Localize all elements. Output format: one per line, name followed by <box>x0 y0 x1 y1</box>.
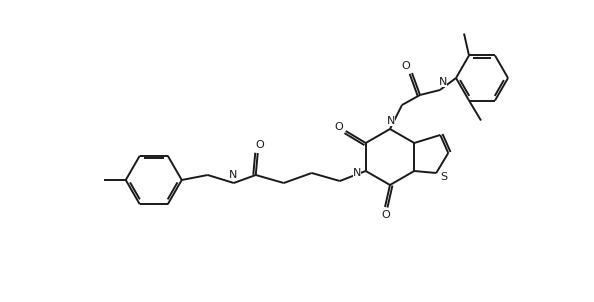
Text: N: N <box>439 77 447 87</box>
Text: N: N <box>229 170 237 180</box>
Text: O: O <box>402 61 410 71</box>
Text: N: N <box>353 168 361 178</box>
Text: O: O <box>334 122 343 132</box>
Text: O: O <box>381 210 390 220</box>
Text: S: S <box>441 172 448 182</box>
Text: O: O <box>255 140 264 150</box>
Text: N: N <box>387 116 395 126</box>
